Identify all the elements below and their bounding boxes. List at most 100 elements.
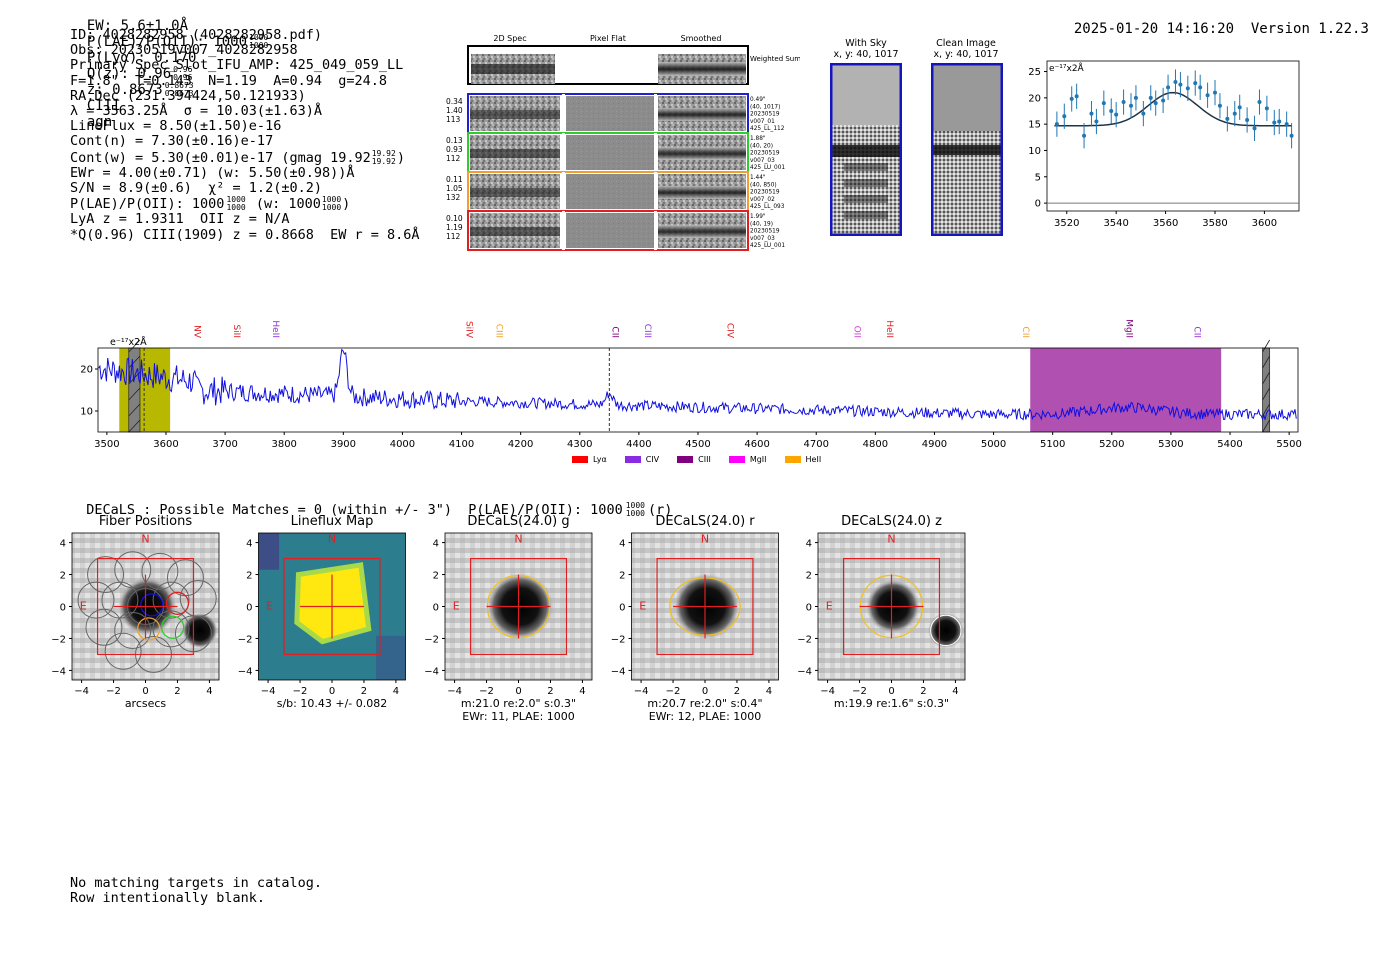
spectrum-xtick-label: 4600 [744, 439, 769, 450]
spec2d-right-label: 1.99" [750, 214, 766, 220]
spectrum-xtick-label: 4900 [922, 439, 947, 450]
decals-heading-sub: 1000 [625, 509, 645, 518]
pixel-flat-cell [566, 135, 654, 170]
spectrum-hatch [1262, 355, 1270, 369]
smoothed-trace [658, 225, 746, 238]
cutout-title: DECaLS(24.0) z [841, 514, 942, 529]
spec2d-right-label: (40, 19) [750, 221, 773, 227]
spectrum-xtick-label: 5400 [1217, 439, 1242, 450]
spectrum-hatch [1262, 371, 1270, 385]
cutout-xtick-label: 0 [515, 686, 521, 697]
spec2d-left-label: 113 [446, 115, 461, 124]
zoom-xtick-label: 3560 [1153, 218, 1178, 229]
fiber-circle [152, 581, 190, 619]
zoom-ytick-label: 15 [1028, 120, 1041, 131]
spectrum-xtick-label: 3900 [331, 439, 356, 450]
header-class: agn [86, 114, 113, 130]
spec2d-left-label: 1.19 [446, 223, 463, 232]
cutout-ytick-label: 4 [806, 539, 812, 550]
spec2d-right-label: 0.49" [750, 97, 766, 103]
spectrum-line [98, 348, 1297, 422]
header-ew: EW: 5.6±1.0Å [86, 18, 189, 34]
north-label: N [887, 533, 895, 546]
cutout-xtick-label: 0 [888, 686, 894, 697]
zoom-xtick-label: 3600 [1252, 218, 1277, 229]
decals-heading-sup: 1000 [625, 501, 645, 510]
cutout-xtick-label: 0 [702, 686, 708, 697]
cutout-xtick-label: 2 [174, 686, 180, 697]
zoom-data-point [1252, 126, 1257, 131]
spec2d-right-label: 425_LU_001 [750, 165, 785, 171]
cutout-xtick-label: 4 [393, 686, 399, 697]
neighbor-blob [181, 612, 218, 649]
header-plya: P(Lyα): 0.170 [86, 50, 197, 66]
cutout-title: DECaLS(24.0) r [655, 514, 755, 529]
zoom-data-point [1217, 103, 1222, 108]
header-plae-sub: 1000 [249, 41, 269, 50]
spectrum-line-label: CIV [725, 323, 735, 339]
spec2d-right-label: v007_01 [750, 119, 775, 125]
spec2d-divider [562, 172, 565, 211]
cutout-ytick-label: 2 [433, 571, 439, 582]
north-label: N [514, 533, 522, 546]
zoom-data-point [1062, 114, 1067, 119]
spectrum-unit-label: e⁻¹⁷x2Å [110, 336, 147, 348]
cutout-ytick-label: −2 [797, 634, 812, 645]
spec2d-left-label: 0.11 [446, 175, 463, 184]
cutout-ytick-label: −2 [51, 634, 66, 645]
col-label-pixelflat: Pixel Flat [590, 34, 626, 43]
col-label-smoothed: Smoothed [681, 34, 722, 43]
spec2d-right-label: (40, 850) [750, 182, 777, 188]
spectrum-shaded-region [119, 348, 171, 432]
zoom-data-point [1178, 82, 1183, 87]
clean-image-title: Clean Image [936, 38, 996, 49]
spec2d-divider [562, 133, 565, 172]
zoom-data-point [1264, 106, 1269, 111]
info-params: F=1.8" T=0.143 N=1.19 A=0.94 g=24.8 [70, 72, 387, 89]
version: Version 1.22.3 [1250, 21, 1369, 37]
zoom-ytick-label: 5 [1035, 172, 1041, 183]
fiber-circle [114, 611, 152, 649]
cutout-xtick-label: −4 [820, 686, 835, 697]
fiber-circle [152, 610, 190, 648]
info-radec: RA,Dec (231.394424,50.121933) [70, 87, 306, 104]
zoom-data-point [1193, 81, 1198, 86]
spec2d-right-label: (40, 1017) [750, 104, 780, 110]
cutout-ytick-label: −4 [797, 666, 812, 677]
cutout-ytick-label: −4 [238, 666, 253, 677]
smoothed-trace [658, 108, 746, 121]
timestamp: 2025-01-20 14:16:20 [1073, 21, 1235, 37]
zoom-data-point [1284, 122, 1289, 127]
east-label: E [453, 600, 460, 613]
spectrum-line-label: CII [1192, 326, 1202, 338]
spectrum-xtick-label: 3800 [271, 439, 296, 450]
clean-image-header: Clean Image x, y: 40, 1017 [930, 38, 1002, 60]
zoom-data-point [1094, 119, 1099, 124]
info-obs: Obs: 20230519v007_4028282958 [70, 42, 298, 59]
spec2d-right-label: 425_LL_112 [750, 126, 785, 132]
cutout-xtick-label: 2 [734, 686, 740, 697]
info-contw-text: Cont(w) = 5.30(±0.01)e-17 (gmag 19.92 [70, 149, 371, 166]
spectrum-ytick-label: 10 [80, 407, 93, 418]
cutout-xtick-label: −2 [852, 686, 867, 697]
spec2d-trace [470, 227, 560, 236]
with-sky-title: With Sky [845, 38, 887, 49]
cutout-ytick-label: 2 [246, 571, 252, 582]
legend-label: Lyα [593, 455, 607, 464]
decals-heading-text: DECaLS : Possible Matches = 0 (within +/… [86, 502, 623, 518]
spec2d-divider [562, 211, 565, 250]
zoom-data-point [1166, 85, 1171, 90]
spectrum-line-label: SiIV [463, 321, 473, 339]
spectrum-hatch [128, 387, 141, 401]
cutout-xtick-label: 2 [920, 686, 926, 697]
info-lambda: λ = 3563.25Å σ = 10.03(±1.63)Å [70, 103, 322, 120]
fiber-circle [85, 608, 123, 646]
fiber-primary [140, 593, 164, 617]
pixel-flat-cell [566, 213, 654, 248]
weighted-sum-row [467, 45, 749, 85]
legend-label: HeII [805, 455, 822, 464]
spectrum-hatch [1262, 387, 1270, 401]
cutout-xtick-label: −2 [106, 686, 121, 697]
cutout-ytick-label: −2 [611, 634, 626, 645]
east-label: E [80, 600, 87, 613]
